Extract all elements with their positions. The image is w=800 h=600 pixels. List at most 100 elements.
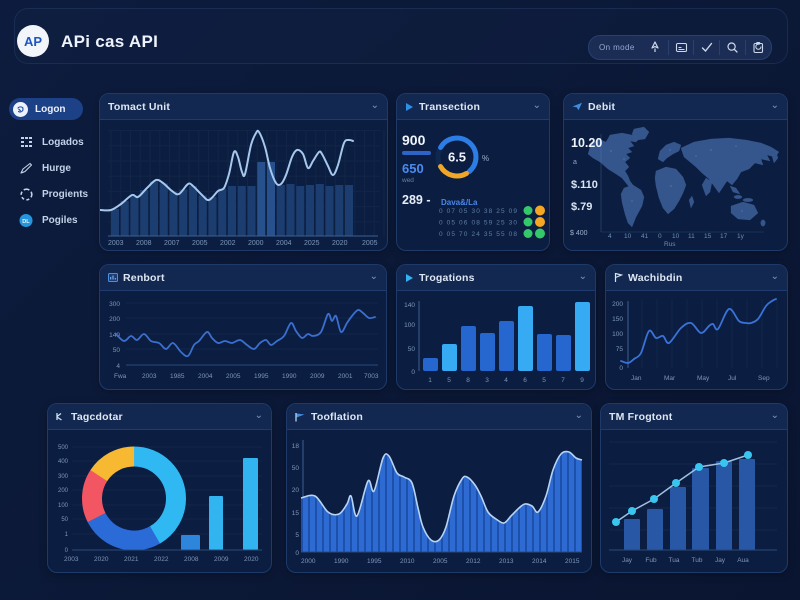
svg-text:$ 400: $ 400 (570, 230, 588, 237)
svg-text:6.5: 6.5 (448, 150, 466, 165)
svg-text:6: 6 (523, 377, 527, 384)
svg-text:100: 100 (404, 322, 415, 329)
svg-text:400: 400 (58, 459, 69, 465)
svg-text:Rus: Rus (664, 241, 676, 248)
svg-text:3: 3 (485, 377, 489, 384)
svg-text:0 05 70 24 35 55 08: 0 05 70 24 35 55 08 (439, 231, 517, 238)
svg-text:15: 15 (292, 510, 300, 517)
svg-text:140: 140 (404, 302, 415, 309)
svg-text:1990: 1990 (282, 373, 297, 380)
svg-text:149: 149 (109, 332, 120, 339)
svg-text:900: 900 (402, 132, 426, 148)
svg-text:8: 8 (466, 377, 470, 384)
svg-text:2015: 2015 (565, 558, 580, 565)
svg-text:200: 200 (109, 316, 120, 323)
svg-text:2005: 2005 (362, 240, 378, 247)
svg-text:2013: 2013 (499, 558, 514, 565)
svg-text:0: 0 (65, 548, 69, 554)
svg-text:2000: 2000 (301, 558, 316, 565)
svg-text:650: 650 (402, 161, 424, 176)
svg-text:200: 200 (58, 488, 69, 494)
svg-text:4: 4 (608, 233, 612, 240)
svg-text:2005: 2005 (226, 373, 241, 380)
svg-text:0: 0 (658, 233, 662, 240)
svg-text:Mar: Mar (664, 375, 676, 382)
svg-text:5: 5 (542, 377, 546, 384)
svg-text:2007: 2007 (164, 240, 180, 247)
svg-text:15: 15 (704, 233, 712, 240)
svg-text:2010: 2010 (400, 558, 415, 565)
svg-text:18: 18 (292, 443, 300, 450)
svg-text:5: 5 (295, 532, 299, 539)
svg-text:100: 100 (58, 503, 69, 509)
svg-text:2020: 2020 (94, 556, 109, 563)
svg-text:150: 150 (612, 316, 623, 323)
svg-text:2003: 2003 (64, 556, 79, 563)
svg-text:2008: 2008 (184, 556, 199, 563)
svg-text:0: 0 (411, 369, 415, 376)
svg-text:1y: 1y (737, 233, 745, 240)
svg-text:1: 1 (65, 532, 69, 538)
svg-text:Sep: Sep (758, 375, 770, 382)
svg-text:2020: 2020 (332, 240, 348, 247)
svg-text:2001: 2001 (338, 373, 353, 380)
svg-text:2025: 2025 (304, 240, 320, 247)
svg-text:2022: 2022 (154, 556, 169, 563)
svg-text:100: 100 (612, 331, 623, 338)
svg-text:$.79: $.79 (571, 201, 592, 213)
svg-text:DL: DL (22, 218, 30, 224)
svg-text:Tua: Tua (669, 557, 680, 564)
svg-text:289 -: 289 - (402, 193, 431, 207)
svg-text:2002: 2002 (220, 240, 236, 247)
svg-text:2000: 2000 (248, 240, 264, 247)
svg-text:0 07 05 30 38 25 09: 0 07 05 30 38 25 09 (439, 208, 517, 215)
svg-text:a: a (573, 159, 577, 166)
svg-text:May: May (697, 375, 710, 382)
svg-text:2003: 2003 (142, 373, 157, 380)
svg-text:2014: 2014 (532, 558, 547, 565)
svg-text:2012: 2012 (466, 558, 481, 565)
svg-text:41: 41 (641, 233, 649, 240)
svg-text:50: 50 (113, 347, 121, 354)
svg-text:300: 300 (109, 301, 120, 308)
svg-text:2020: 2020 (244, 556, 259, 563)
svg-text:2008: 2008 (136, 240, 152, 247)
svg-text:Jul: Jul (728, 375, 737, 382)
svg-text:2004: 2004 (276, 240, 292, 247)
svg-text:5: 5 (447, 377, 451, 384)
svg-text:9: 9 (580, 377, 584, 384)
svg-text:2009: 2009 (214, 556, 229, 563)
svg-text:Dava&/La: Dava&/La (441, 198, 478, 207)
svg-text:2009: 2009 (310, 373, 325, 380)
svg-text:2004: 2004 (198, 373, 213, 380)
svg-text:10: 10 (672, 233, 680, 240)
svg-text:300: 300 (58, 474, 69, 480)
svg-text:20: 20 (292, 487, 300, 494)
svg-text:200: 200 (612, 301, 623, 308)
svg-text:Tub: Tub (692, 557, 703, 564)
svg-text:Jan: Jan (631, 375, 642, 382)
svg-text:1: 1 (428, 377, 432, 384)
svg-text:Jay: Jay (715, 557, 726, 564)
svg-text:1990: 1990 (334, 558, 349, 565)
svg-text:%: % (482, 154, 489, 163)
svg-text:11: 11 (688, 233, 695, 240)
svg-text:7003: 7003 (364, 373, 379, 380)
svg-text:10: 10 (624, 233, 632, 240)
svg-text:1995: 1995 (254, 373, 269, 380)
svg-text:1995: 1995 (367, 558, 382, 565)
svg-text:Jay: Jay (622, 557, 633, 564)
svg-text:Aua: Aua (737, 557, 749, 564)
svg-text:7: 7 (561, 377, 565, 384)
svg-text:2021: 2021 (124, 556, 139, 563)
svg-text:500: 500 (58, 445, 69, 451)
svg-text:0 05 06 08 59 25 30: 0 05 06 08 59 25 30 (439, 220, 517, 227)
svg-text:0: 0 (295, 550, 299, 557)
svg-text:Fwa: Fwa (114, 373, 127, 380)
svg-text:0: 0 (619, 365, 623, 372)
svg-text:wed: wed (401, 177, 414, 184)
svg-text:50: 50 (61, 517, 68, 523)
svg-text:4: 4 (504, 377, 508, 384)
svg-text:50: 50 (292, 465, 300, 472)
svg-text:$.110: $.110 (571, 179, 598, 191)
